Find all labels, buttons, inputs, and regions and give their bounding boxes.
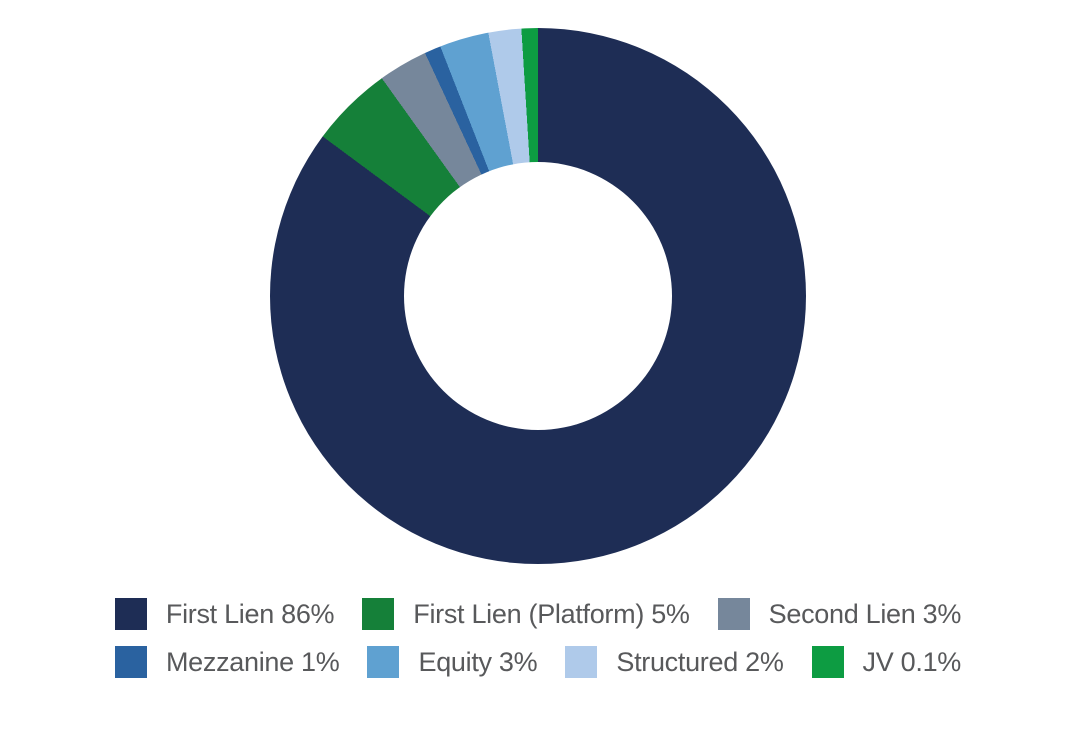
legend-swatch-first-lien-platform [362, 598, 395, 630]
legend-label-first-lien: First Lien 86% [165, 598, 335, 629]
donut-chart [270, 28, 806, 564]
legend-item-structured: Structured 2% [565, 646, 784, 678]
legend-item-second-lien: Second Lien 3% [717, 598, 962, 630]
legend-item-jv: JV 0.1% [811, 646, 962, 678]
legend-item-first-lien-platform: First Lien (Platform) 5% [362, 598, 690, 630]
legend-swatch-second-lien [717, 598, 750, 630]
legend-label-first-lien-platform: First Lien (Platform) 5% [413, 598, 690, 629]
legend-swatch-jv [811, 646, 844, 678]
chart-legend: First Lien 86% First Lien (Platform) 5% … [0, 598, 1076, 678]
legend-label-jv: JV 0.1% [862, 646, 962, 677]
legend-label-mezzanine: Mezzanine 1% [165, 646, 340, 677]
legend-item-mezzanine: Mezzanine 1% [114, 646, 340, 678]
legend-row-2: Mezzanine 1% Equity 3% Structured 2% JV … [114, 646, 962, 678]
donut-hole [404, 162, 672, 430]
legend-swatch-mezzanine [114, 646, 147, 678]
legend-row-1: First Lien 86% First Lien (Platform) 5% … [114, 598, 962, 630]
legend-swatch-equity [367, 646, 400, 678]
legend-swatch-first-lien [114, 598, 147, 630]
legend-item-first-lien: First Lien 86% [114, 598, 335, 630]
legend-swatch-structured [565, 646, 598, 678]
portfolio-allocation-chart-page: First Lien 86% First Lien (Platform) 5% … [0, 28, 1076, 742]
legend-label-second-lien: Second Lien 3% [768, 598, 962, 629]
legend-item-equity: Equity 3% [367, 646, 538, 678]
legend-label-equity: Equity 3% [418, 646, 538, 677]
legend-label-structured: Structured 2% [616, 646, 784, 677]
